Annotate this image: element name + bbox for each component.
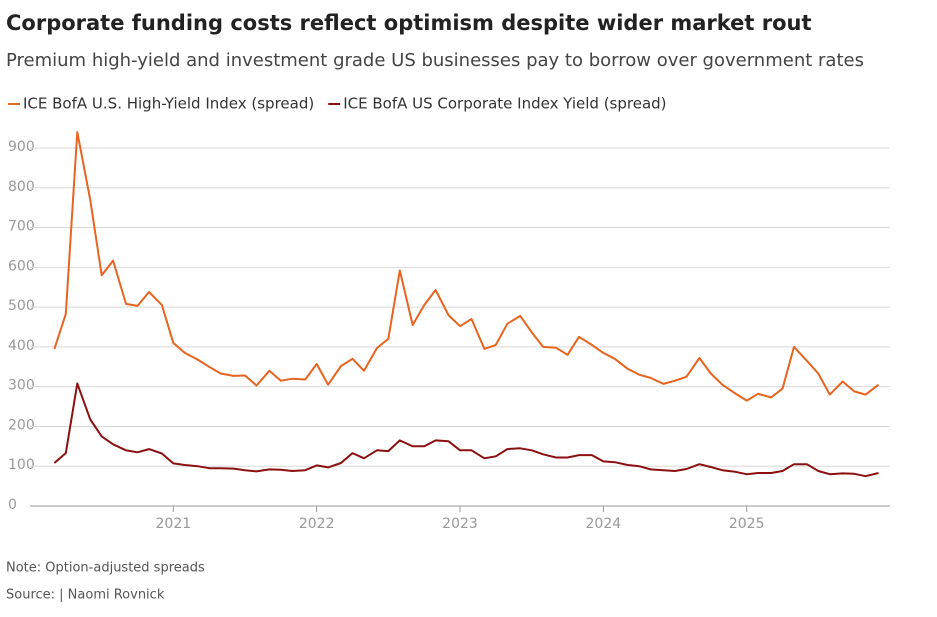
chart-title: Corporate funding costs reflect optimism… bbox=[6, 11, 812, 35]
y-tick-label: 400 bbox=[8, 338, 35, 354]
x-tick-label: 2025 bbox=[729, 516, 765, 532]
y-tick-label: 300 bbox=[8, 378, 35, 394]
x-tick-label: 2022 bbox=[299, 516, 335, 532]
series-line bbox=[53, 382, 879, 478]
chart-subtitle: Premium high-yield and investment grade … bbox=[6, 50, 864, 71]
x-tick-label: 2023 bbox=[442, 516, 478, 532]
y-tick-label: 800 bbox=[8, 179, 35, 195]
series-line bbox=[53, 131, 880, 402]
y-tick-label: 900 bbox=[8, 139, 35, 155]
y-tick-label: 200 bbox=[8, 417, 35, 433]
legend-label: ICE BofA U.S. High-Yield Index (spread) bbox=[23, 95, 314, 113]
legend-label: ICE BofA US Corporate Index Yield (sprea… bbox=[343, 95, 666, 113]
y-tick-label: 600 bbox=[8, 258, 35, 274]
y-tick-label: 500 bbox=[8, 298, 35, 314]
source: Source: | Naomi Rovnick bbox=[6, 588, 165, 603]
x-tick-label: 2024 bbox=[586, 516, 622, 532]
y-tick-label: 100 bbox=[8, 457, 35, 473]
y-tick-label: 700 bbox=[8, 219, 35, 235]
note: Note: Option-adjusted spreads bbox=[6, 561, 205, 576]
y-tick-label: 0 bbox=[8, 497, 17, 513]
x-tick-label: 2021 bbox=[156, 516, 192, 532]
